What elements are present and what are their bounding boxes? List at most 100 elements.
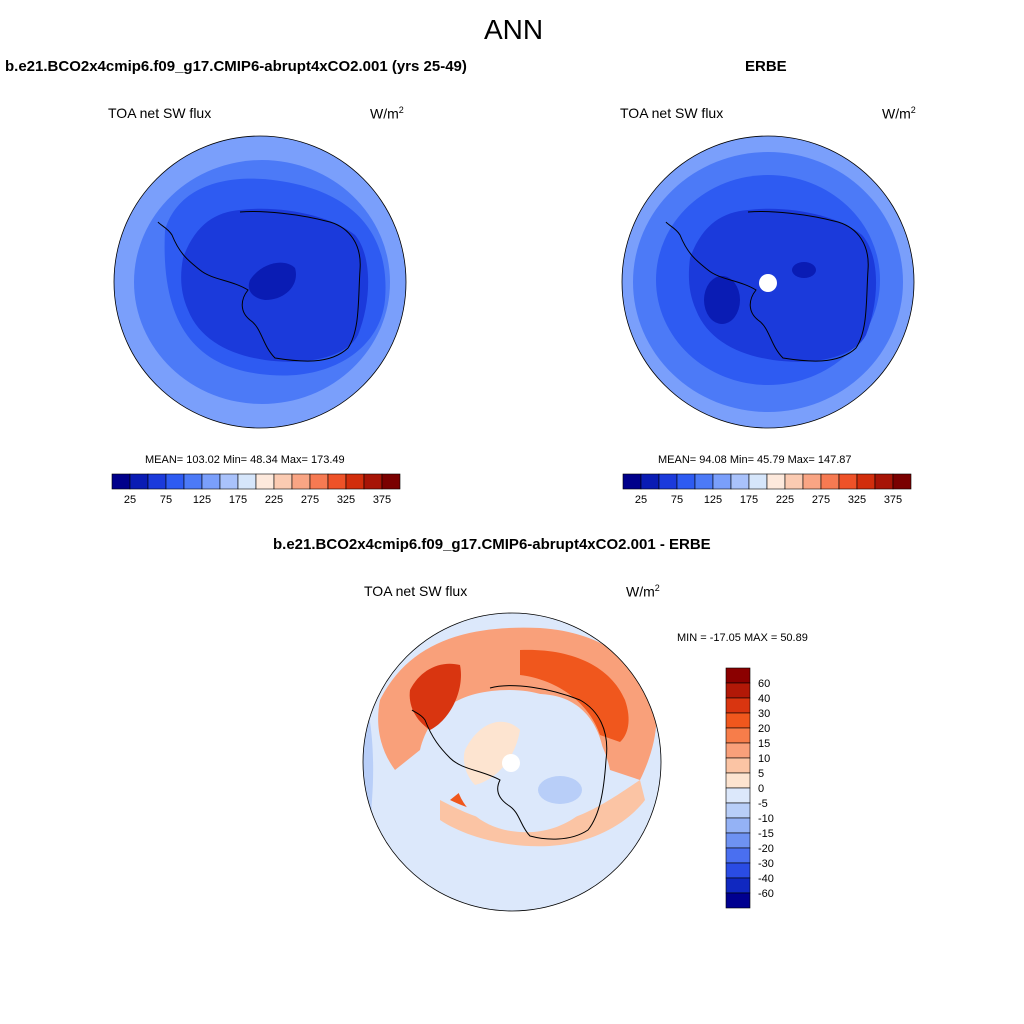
colorbar-2-swatch-8: [766, 473, 786, 490]
colorbar-2-swatch-12: [838, 473, 858, 490]
panel-3-units-exp: 2: [654, 583, 660, 593]
colorbar-1-swatch-3: [165, 473, 185, 490]
colorbar-difference: 60 40 30 20 15 10 5 0 -5 -10 -15 -20 -30 -40 -60: [725, 667, 774, 909]
colorbar-2-swatch-5: [712, 473, 732, 490]
panel-1-stats: MEAN= 103.02 Min= 48.34 Max= 173.49: [145, 454, 345, 466]
map-3-cool-patch: [538, 776, 582, 804]
map-2-continent: [688, 208, 877, 362]
panel-3-variable-label: TOA net SW flux: [364, 583, 468, 599]
page-title: ANN: [484, 14, 544, 45]
map-2-coastline: [665, 211, 869, 362]
map-3-border: [362, 612, 662, 912]
colorbar-2-tick-label: 275: [812, 494, 830, 506]
colorbar-3-tick-label: -40: [758, 873, 774, 885]
colorbar-2-swatch-11: [820, 473, 840, 490]
colorbar-3-tick-label: 20: [758, 723, 770, 735]
colorbar-1-tick-label: 225: [265, 494, 283, 506]
panel-2-stats: MEAN= 94.08 Min= 45.79 Max= 147.87: [658, 454, 852, 466]
panel-3-units-base: W/m: [626, 583, 655, 600]
colorbar-3-tick-label: -15: [758, 828, 774, 840]
colorbar-3-swatch-7: [725, 772, 751, 789]
map-3-warm-core-east: [520, 649, 629, 742]
panel-3-title: b.e21.BCO2x4cmip6.f09_g17.CMIP6-abrupt4x…: [273, 536, 711, 553]
colorbar-2-tick-label: 325: [848, 494, 866, 506]
map-3-coastline: [411, 685, 608, 840]
colorbar-1-swatch-15: [381, 473, 401, 490]
colorbar-3-tick-label: -10: [758, 813, 774, 825]
colorbar-panel-2: 25 75 125 175 225 275 325 375: [622, 473, 912, 506]
colorbar-1-swatch-1: [129, 473, 149, 490]
colorbar-3-swatch-15: [725, 892, 751, 909]
map-3-neutral-patch: [463, 721, 520, 785]
panel-2-variable-label: TOA net SW flux: [620, 105, 724, 121]
map-1-border: [113, 135, 407, 429]
colorbar-3-tick-label: 10: [758, 753, 770, 765]
colorbar-1-swatch-7: [237, 473, 257, 490]
colorbar-1-swatch-10: [291, 473, 311, 490]
colorbar-2-swatch-15: [892, 473, 912, 490]
colorbar-2-tick-label: 225: [776, 494, 794, 506]
panel-1-variable-label: TOA net SW flux: [108, 105, 212, 121]
colorbar-1-swatch-0: [111, 473, 131, 490]
map-2-pole-hole: [759, 274, 777, 292]
colorbar-3-tick-label: -5: [758, 798, 768, 810]
colorbar-1-swatch-4: [183, 473, 203, 490]
colorbar-1-tick-label: 125: [193, 494, 211, 506]
colorbar-3-tick-label: -20: [758, 843, 774, 855]
colorbar-1-tick-label: 75: [160, 494, 172, 506]
colorbar-3-tick-label: 40: [758, 693, 770, 705]
colorbar-2-swatch-2: [658, 473, 678, 490]
colorbar-1-swatch-2: [147, 473, 167, 490]
map-2-low-patch: [704, 276, 740, 324]
colorbar-1-swatch-8: [255, 473, 275, 490]
panel-1-units-base: W/m: [370, 105, 399, 122]
colorbar-3-swatch-11: [725, 832, 751, 849]
colorbar-3-swatch-13: [725, 862, 751, 879]
colorbar-2-swatch-10: [802, 473, 822, 490]
colorbar-3-swatch-0: [725, 667, 751, 684]
map-1-plateau: [248, 262, 296, 300]
colorbar-1-swatch-6: [219, 473, 239, 490]
colorbar-2-swatch-13: [856, 473, 876, 490]
colorbar-2-swatch-9: [784, 473, 804, 490]
colorbar-3-swatch-14: [725, 877, 751, 894]
colorbar-1-tick-label: 375: [373, 494, 391, 506]
colorbar-1-swatch-12: [327, 473, 347, 490]
colorbar-2-swatch-14: [874, 473, 894, 490]
panel-2-title: ERBE: [745, 58, 787, 75]
colorbar-3-swatch-4: [725, 727, 751, 744]
colorbar-2-tick-label: 125: [704, 494, 722, 506]
colorbar-2-tick-label: 375: [884, 494, 902, 506]
map-model-antarctica: [114, 136, 406, 428]
colorbar-3-swatch-10: [725, 817, 751, 834]
map-3-warm-band-south: [440, 780, 645, 847]
panel-1-title: b.e21.BCO2x4cmip6.f09_g17.CMIP6-abrupt4x…: [5, 58, 467, 75]
panel-1-units-exp: 2: [398, 105, 404, 115]
colorbar-panel-1: 25 75 125 175 225 275 325 375: [111, 473, 401, 506]
colorbar-1-swatch-5: [201, 473, 221, 490]
colorbar-3-swatch-3: [725, 712, 751, 729]
colorbar-2-swatch-7: [748, 473, 768, 490]
colorbar-3-tick-label: 5: [758, 768, 764, 780]
colorbar-3-swatch-12: [725, 847, 751, 864]
colorbar-1-tick-label: 325: [337, 494, 355, 506]
colorbar-3-tick-label: -30: [758, 858, 774, 870]
colorbar-3-swatch-2: [725, 697, 751, 714]
panel-3-stats: MIN = -17.05 MAX = 50.89: [677, 632, 808, 644]
colorbar-2-swatch-0: [622, 473, 642, 490]
panel-1-units-label: W/m2: [370, 105, 404, 122]
colorbar-3-tick-label: 60: [758, 678, 770, 690]
colorbar-1-swatch-9: [273, 473, 293, 490]
panel-2-units-label: W/m2: [882, 105, 916, 122]
colorbar-3-swatch-6: [725, 757, 751, 774]
panel-2-units-exp: 2: [910, 105, 916, 115]
map-1-coastline: [157, 211, 361, 362]
panel-3-units-label: W/m2: [626, 583, 660, 600]
colorbar-1-swatch-14: [363, 473, 383, 490]
colorbar-3-tick-label: 0: [758, 783, 764, 795]
map-3-warm-core-west: [409, 663, 461, 730]
colorbar-2-swatch-6: [730, 473, 750, 490]
colorbar-1-swatch-11: [309, 473, 329, 490]
map-2-border: [621, 135, 915, 429]
